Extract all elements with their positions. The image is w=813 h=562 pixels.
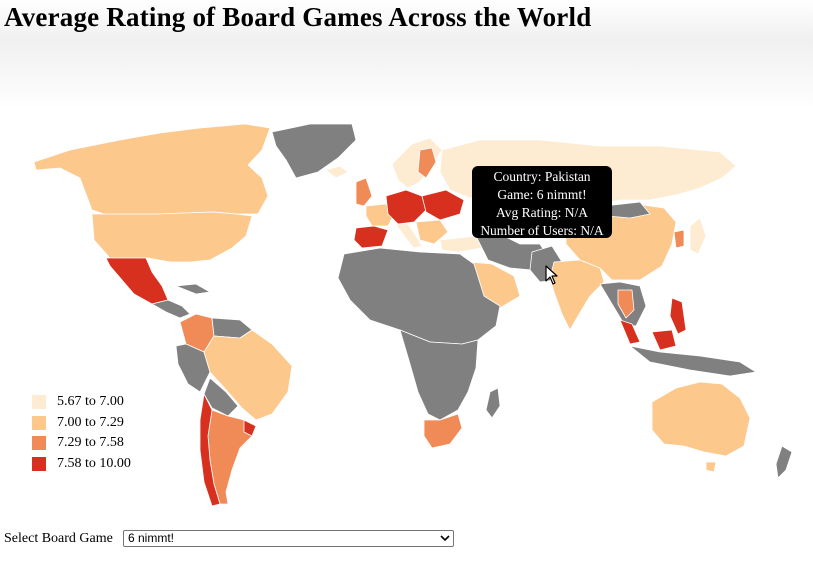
legend-label: 7.58 to 10.00: [57, 455, 131, 471]
legend-swatch: [32, 415, 46, 430]
region-canada[interactable]: [33, 123, 271, 217]
legend-label: 7.00 to 7.29: [57, 414, 124, 430]
region-brazil[interactable]: [203, 329, 293, 421]
region-usa[interactable]: [91, 211, 253, 263]
legend-swatch: [32, 436, 46, 450]
region-caribbean[interactable]: [175, 283, 211, 295]
region-italy[interactable]: [395, 223, 423, 249]
legend-item: 7.58 to 10.00: [32, 454, 172, 475]
region-central-america[interactable]: [151, 299, 191, 319]
tooltip-game: Game: 6 nimmt!: [497, 187, 587, 202]
region-central-europe[interactable]: [385, 189, 427, 225]
region-uk-ireland[interactable]: [355, 177, 373, 207]
region-greenland[interactable]: [271, 123, 357, 179]
region-peru-ecuador[interactable]: [175, 343, 211, 393]
region-iberia[interactable]: [353, 225, 389, 249]
region-australia[interactable]: [651, 381, 751, 457]
page-title: Average Rating of Board Games Across the…: [4, 2, 592, 32]
region-thailand[interactable]: [617, 289, 635, 319]
legend-item: 5.67 to 7.00: [32, 392, 172, 413]
legend-item: 7.29 to 7.58: [32, 433, 172, 454]
legend-item: 7.00 to 7.29: [32, 413, 172, 434]
region-tasmania[interactable]: [705, 461, 717, 473]
region-france[interactable]: [365, 203, 395, 227]
region-chile[interactable]: [199, 393, 221, 507]
tooltip-num-users: Number of Users: N/A: [480, 223, 604, 238]
select-board-game-label: Select Board Game: [4, 531, 113, 546]
region-balkans[interactable]: [415, 219, 449, 245]
board-game-dropdown-value: 6 nimmt!: [128, 531, 175, 545]
board-game-dropdown[interactable]: 6 nimmt!: [123, 530, 454, 547]
region-sweden[interactable]: [417, 147, 437, 179]
region-borneo[interactable]: [651, 329, 677, 351]
chevron-down-icon: [440, 535, 450, 542]
map-legend: 5.67 to 7.00 7.00 to 7.29 7.29 to 7.58 7…: [32, 392, 172, 474]
region-malaysia[interactable]: [619, 319, 641, 345]
region-indonesia[interactable]: [629, 345, 757, 377]
region-new-zealand[interactable]: [775, 445, 793, 479]
region-turkey[interactable]: [439, 235, 483, 253]
region-north-africa[interactable]: [337, 247, 501, 345]
region-japan[interactable]: [689, 217, 707, 255]
legend-label: 5.67 to 7.00: [57, 394, 124, 409]
tooltip-country: Country: Pakistan: [493, 169, 591, 184]
legend-label: 7.29 to 7.58: [57, 435, 124, 450]
region-uruguay[interactable]: [243, 419, 257, 437]
region-central-africa[interactable]: [399, 329, 479, 421]
region-madagascar[interactable]: [485, 387, 501, 419]
region-south-africa[interactable]: [423, 413, 463, 449]
country-tooltip: Country: Pakistan Game: 6 nimmt! Avg Rat…: [472, 166, 612, 238]
legend-swatch: [32, 456, 46, 471]
region-philippines[interactable]: [669, 297, 687, 335]
region-korea[interactable]: [673, 229, 685, 249]
legend-swatch: [32, 395, 46, 409]
region-mexico[interactable]: [105, 257, 169, 305]
region-eastern-europe[interactable]: [421, 189, 465, 221]
arrow-cursor-icon: [545, 265, 558, 285]
region-iceland[interactable]: [325, 165, 349, 179]
tooltip-avg-rating: Avg Rating: N/A: [496, 205, 588, 220]
